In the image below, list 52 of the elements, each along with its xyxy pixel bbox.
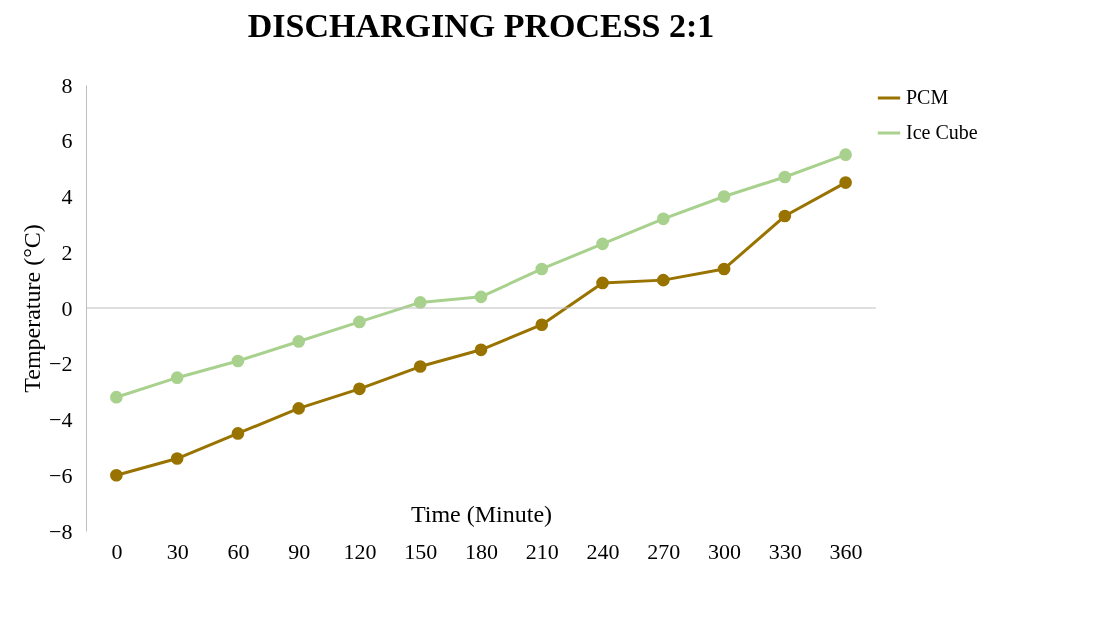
point <box>839 148 852 161</box>
point <box>231 427 245 440</box>
point <box>110 390 123 404</box>
x-tick-label: 330 <box>768 538 802 564</box>
y-axis-title: Temperature (°C) <box>19 224 46 393</box>
point <box>292 335 306 348</box>
y-tick-label: 6 <box>61 128 73 154</box>
point <box>170 371 184 384</box>
y-tick-label: 2 <box>61 239 73 265</box>
y-tick-label: −6 <box>49 462 73 488</box>
point <box>596 237 609 251</box>
point <box>474 290 488 304</box>
x-tick-label: 300 <box>708 538 742 564</box>
x-tick-label: 360 <box>829 538 863 564</box>
chart-title: DISCHARGING PROCESS 2:1 <box>247 7 715 44</box>
legend-label: PCM <box>906 86 949 108</box>
x-tick-label: 60 <box>227 538 250 564</box>
y-tick-label: 4 <box>61 184 73 209</box>
x-axis-title: Time (Minute) <box>410 500 553 527</box>
point <box>170 452 184 465</box>
point <box>535 262 549 276</box>
y-tick-label: −4 <box>49 407 73 432</box>
x-tick-label: 150 <box>404 538 438 564</box>
point <box>839 176 852 189</box>
point <box>292 402 306 415</box>
point <box>717 262 731 276</box>
x-tick-label: 90 <box>288 538 311 564</box>
point <box>717 190 731 203</box>
point <box>778 209 792 223</box>
x-tick-label: 210 <box>525 538 559 564</box>
x-tick-label: 30 <box>166 538 189 564</box>
x-tick-label: 180 <box>465 538 498 564</box>
point <box>778 170 792 184</box>
point <box>353 382 366 396</box>
point <box>110 468 123 482</box>
y-tick-label: 0 <box>61 295 73 321</box>
point <box>474 343 488 357</box>
x-tick-label: 0 <box>111 538 123 564</box>
x-tick-label: 120 <box>343 538 377 564</box>
x-tick-label: 270 <box>647 538 681 564</box>
y-tick-label: −2 <box>49 351 73 377</box>
y-tick-label: −8 <box>49 518 73 544</box>
point <box>231 354 245 368</box>
point <box>656 273 670 287</box>
point <box>535 318 549 332</box>
legend-label: Ice Cube <box>906 121 978 143</box>
point <box>353 315 366 329</box>
point <box>596 276 609 290</box>
y-tick-label: 8 <box>61 72 73 98</box>
point <box>656 212 670 226</box>
point <box>413 360 427 373</box>
x-tick-label: 240 <box>586 538 620 564</box>
